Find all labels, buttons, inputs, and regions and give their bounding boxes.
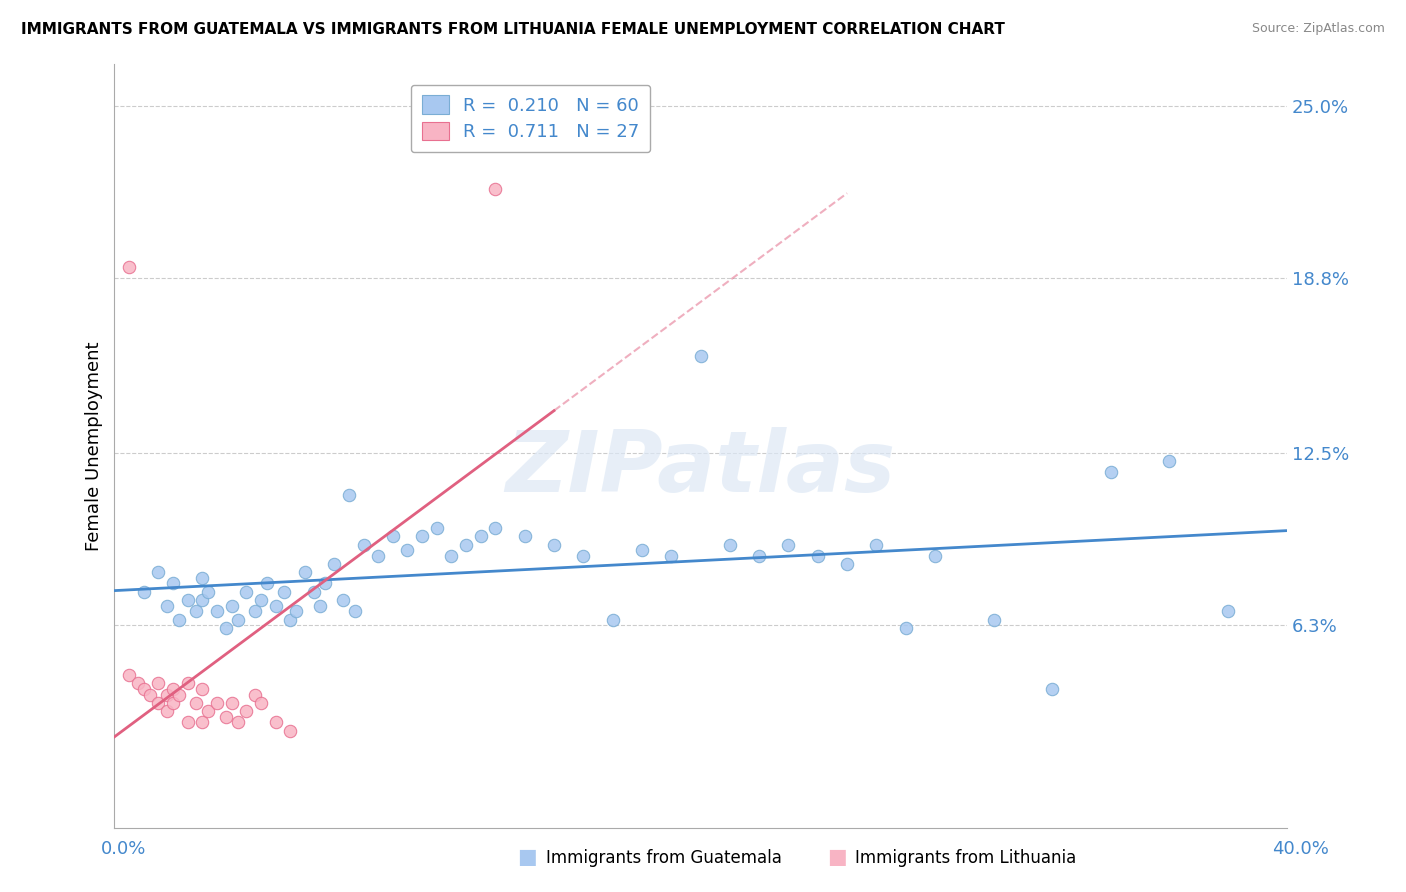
Point: [865, 538, 887, 552]
Point: [1040, 681, 1063, 696]
Point: [264, 599, 287, 613]
Point: [215, 621, 238, 635]
Point: [162, 576, 184, 591]
Point: [278, 723, 301, 738]
Point: [156, 704, 179, 718]
Point: [250, 696, 273, 710]
Point: [197, 584, 219, 599]
Point: [215, 710, 238, 724]
Point: [285, 604, 308, 618]
Point: [314, 576, 336, 591]
Point: [132, 681, 155, 696]
Point: [264, 715, 287, 730]
Point: [226, 613, 249, 627]
Point: [426, 521, 449, 535]
Point: [718, 538, 741, 552]
Point: [894, 621, 917, 635]
Point: [807, 549, 830, 563]
Point: [197, 704, 219, 718]
Point: [186, 696, 208, 710]
Point: [243, 688, 266, 702]
Point: [205, 604, 228, 618]
Text: ■: ■: [517, 847, 537, 867]
Point: [118, 260, 141, 274]
Point: [513, 529, 536, 543]
Text: 0.0%: 0.0%: [101, 840, 146, 858]
Point: [226, 715, 249, 730]
Point: [396, 543, 419, 558]
Text: Immigrants from Lithuania: Immigrants from Lithuania: [855, 849, 1076, 867]
Point: [294, 566, 316, 580]
Point: [411, 529, 433, 543]
Point: [367, 549, 389, 563]
Point: [353, 538, 375, 552]
Point: [167, 688, 190, 702]
Point: [456, 538, 478, 552]
Point: [243, 604, 266, 618]
Point: [343, 604, 366, 618]
Point: [221, 599, 243, 613]
Point: [332, 593, 354, 607]
Text: Immigrants from Guatemala: Immigrants from Guatemala: [546, 849, 782, 867]
Point: [176, 715, 198, 730]
Point: [323, 557, 346, 571]
Point: [148, 676, 170, 690]
Point: [308, 599, 330, 613]
Point: [205, 696, 228, 710]
Point: [256, 576, 278, 591]
Point: [572, 549, 595, 563]
Point: [924, 549, 946, 563]
Text: ZIPatlas: ZIPatlas: [505, 427, 896, 510]
Point: [835, 557, 858, 571]
Point: [381, 529, 404, 543]
Point: [631, 543, 654, 558]
Point: [659, 549, 682, 563]
Point: [176, 676, 198, 690]
Point: [484, 521, 506, 535]
Point: [235, 704, 257, 718]
Point: [191, 571, 214, 585]
Point: [250, 593, 273, 607]
Point: [221, 696, 243, 710]
Point: [273, 584, 295, 599]
Point: [176, 593, 198, 607]
Y-axis label: Female Unemployment: Female Unemployment: [86, 342, 103, 550]
Point: [118, 668, 141, 682]
Point: [1099, 466, 1122, 480]
Point: [689, 349, 711, 363]
Point: [470, 529, 492, 543]
Point: [1216, 604, 1239, 618]
Point: [148, 566, 170, 580]
Text: 40.0%: 40.0%: [1272, 840, 1329, 858]
Point: [983, 613, 1005, 627]
Point: [167, 613, 190, 627]
Point: [132, 584, 155, 599]
Point: [127, 676, 149, 690]
Point: [543, 538, 565, 552]
Point: [162, 681, 184, 696]
Point: [138, 688, 160, 702]
Point: [748, 549, 770, 563]
Point: [337, 487, 360, 501]
Point: [440, 549, 463, 563]
Point: [191, 681, 214, 696]
Point: [191, 593, 214, 607]
Point: [484, 182, 506, 196]
Text: Source: ZipAtlas.com: Source: ZipAtlas.com: [1251, 22, 1385, 36]
Point: [302, 584, 325, 599]
Text: ■: ■: [827, 847, 846, 867]
Point: [148, 696, 170, 710]
Point: [156, 599, 179, 613]
Point: [778, 538, 800, 552]
Point: [186, 604, 208, 618]
Point: [191, 715, 214, 730]
Text: IMMIGRANTS FROM GUATEMALA VS IMMIGRANTS FROM LITHUANIA FEMALE UNEMPLOYMENT CORRE: IMMIGRANTS FROM GUATEMALA VS IMMIGRANTS …: [21, 22, 1005, 37]
Legend: R =  0.210   N = 60, R =  0.711   N = 27: R = 0.210 N = 60, R = 0.711 N = 27: [411, 85, 651, 153]
Point: [162, 696, 184, 710]
Point: [1159, 454, 1181, 468]
Point: [602, 613, 624, 627]
Point: [278, 613, 301, 627]
Point: [156, 688, 179, 702]
Point: [235, 584, 257, 599]
